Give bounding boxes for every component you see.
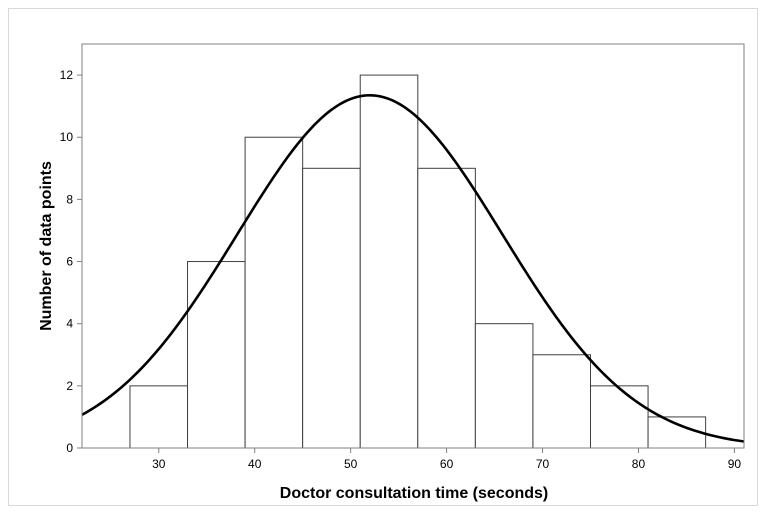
x-tick-label: 70 bbox=[536, 457, 550, 471]
y-tick-label: 2 bbox=[66, 379, 73, 393]
histogram-bar bbox=[129, 385, 189, 449]
histogram-bar bbox=[417, 167, 476, 449]
normal-fit-curve bbox=[81, 93, 745, 443]
x-tick-label: 50 bbox=[344, 457, 358, 471]
histogram-bar bbox=[187, 261, 246, 449]
x-tick-label: 30 bbox=[152, 457, 166, 471]
histogram-bar bbox=[302, 167, 361, 449]
histogram-bar bbox=[589, 385, 649, 449]
y-axis-ticks: 0 2 4 6 8 10 12 bbox=[60, 68, 82, 455]
y-tick-label: 8 bbox=[66, 192, 73, 206]
histogram-bar bbox=[244, 136, 304, 449]
y-tick-label: 4 bbox=[66, 317, 73, 331]
x-tick-label: 80 bbox=[632, 457, 646, 471]
y-tick-label: 12 bbox=[60, 68, 74, 82]
histogram-bar bbox=[532, 354, 591, 449]
x-axis-title: Doctor consultation time (seconds) bbox=[280, 485, 548, 502]
y-tick-label: 10 bbox=[60, 130, 74, 144]
x-axis-ticks: 30 40 50 60 70 80 90 bbox=[152, 448, 741, 471]
histogram-bar bbox=[647, 416, 707, 449]
histogram-bar bbox=[474, 323, 534, 449]
plot-area-border bbox=[81, 43, 745, 449]
bars-layer bbox=[129, 74, 707, 449]
x-tick-label: 60 bbox=[440, 457, 454, 471]
y-tick-label: 6 bbox=[66, 255, 73, 269]
histogram-bar bbox=[359, 74, 419, 449]
y-axis-title: Number of data points bbox=[38, 161, 55, 331]
x-tick-label: 40 bbox=[248, 457, 262, 471]
x-tick-label: 90 bbox=[728, 457, 742, 471]
y-tick-label: 0 bbox=[66, 441, 73, 455]
